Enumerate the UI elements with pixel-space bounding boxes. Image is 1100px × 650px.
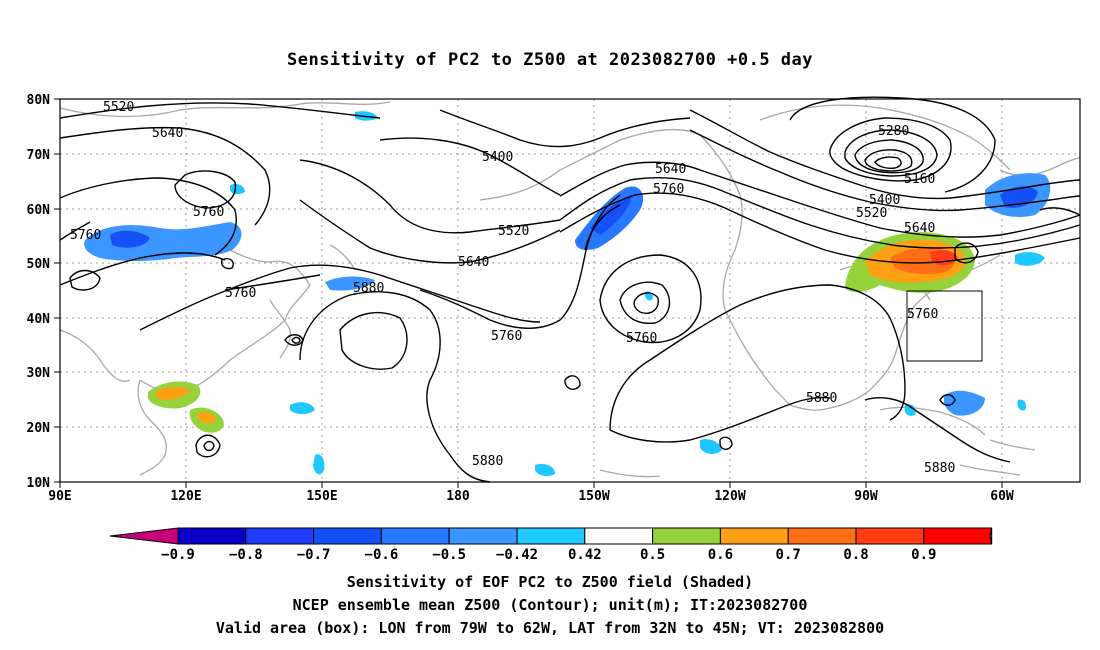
contour-label: 5640 (655, 162, 686, 177)
colorbar-label: −0.7 (297, 547, 331, 563)
colorbar-swatch (652, 527, 721, 545)
colorbar-swatch (313, 527, 382, 545)
lon-tick-label: 60W (990, 489, 1014, 504)
plot-frame (59, 98, 1081, 483)
lat-tick-label: 80N (27, 93, 51, 108)
lat-tick-label: 30N (27, 366, 51, 381)
colorbar-label: 0.7 (776, 547, 801, 563)
contour-label: 5760 (225, 286, 256, 301)
contour-label: 5880 (353, 281, 384, 296)
lat-tick-label: 60N (27, 203, 51, 218)
contour-label: 5520 (103, 100, 134, 115)
colorbar-end-low (109, 527, 179, 545)
contour-label: 5640 (458, 255, 489, 270)
colorbar-label: −0.42 (496, 547, 538, 563)
map-title: Sensitivity of PC2 to Z500 at 2023082700… (286, 50, 813, 70)
colorbar-label: −0.5 (432, 547, 466, 563)
lon-labels: 90E 120E 150E 180 150W 120W 90W 60W (48, 489, 1014, 504)
contour-label: 5760 (193, 205, 224, 220)
contour-label: 5880 (806, 391, 837, 406)
contour-label: 5760 (653, 182, 684, 197)
contour-label: 5400 (482, 150, 513, 165)
contour-label: 5640 (152, 126, 183, 141)
lon-tick-label: 150W (578, 489, 609, 504)
colorbar-end-high (989, 527, 993, 545)
colorbar-label: 0.9 (911, 547, 936, 563)
lat-tick-label: 20N (27, 421, 51, 436)
contour-label: 5880 (924, 461, 955, 476)
colorbar-swatch (380, 527, 450, 545)
contour-label: 5760 (491, 329, 522, 344)
colorbar: −0.9 −0.8 −0.7 −0.6 −0.5 −0.42 0.42 0.5 0.6 0.7 0.… (109, 527, 993, 563)
lon-tick-label: 180 (446, 489, 470, 504)
caption-line-2: NCEP ensemble mean Z500 (Contour); unit(… (292, 596, 808, 614)
tick-marks (54, 98, 1003, 488)
colorbar-label: 0.6 (708, 547, 733, 563)
colorbar-swatch (177, 527, 247, 545)
colorbar-label: −0.8 (229, 547, 263, 563)
colorbar-swatch (787, 527, 857, 545)
colorbar-label: 0.8 (843, 547, 868, 563)
caption-line-3: Valid area (box): LON from 79W to 62W, L… (215, 619, 885, 637)
lon-tick-label: 150E (306, 489, 337, 504)
lat-tick-label: 40N (27, 312, 51, 327)
lat-tick-label: 70N (27, 148, 51, 163)
sensitivity-shading (84, 111, 1051, 477)
colorbar-swatch (245, 527, 315, 545)
contour-labels: 5520 5640 5760 5760 5760 5880 5400 5520 … (70, 100, 955, 476)
graticule (60, 99, 1080, 482)
lon-tick-label: 90W (854, 489, 878, 504)
colorbar-label: −0.6 (365, 547, 399, 563)
z500-contours (59, 96, 1081, 483)
contour-label: 5760 (626, 331, 657, 346)
lat-tick-label: 10N (27, 476, 51, 491)
contour-label: 5400 (869, 193, 900, 208)
colorbar-swatch (584, 527, 654, 545)
colorbar-swatch (719, 527, 789, 545)
colorbar-swatch (516, 527, 586, 545)
colorbar-swatch (923, 527, 993, 545)
contour-label: 5280 (878, 124, 909, 139)
contour-label: 5520 (856, 206, 887, 221)
colorbar-swatch (855, 527, 925, 545)
colorbar-label: 0.42 (568, 547, 602, 563)
contour-label: 5520 (498, 224, 529, 239)
valid-area-box (906, 290, 983, 362)
contour-label: 5640 (904, 221, 935, 236)
lat-labels: 80N 70N 60N 50N 40N 30N 20N 10N (27, 93, 51, 491)
contour-label: 5760 (70, 228, 101, 243)
lon-tick-label: 120W (714, 489, 745, 504)
colorbar-label: −0.9 (161, 547, 195, 563)
contour-label: 5160 (904, 172, 935, 187)
lon-tick-label: 90E (48, 489, 71, 504)
colorbar-label: 0.5 (640, 547, 665, 563)
lat-tick-label: 50N (27, 257, 51, 272)
contour-label: 5760 (907, 307, 938, 322)
contour-label: 5880 (472, 454, 503, 469)
lon-tick-label: 120E (170, 489, 201, 504)
caption-line-1: Sensitivity of EOF PC2 to Z500 field (Sh… (346, 573, 754, 591)
colorbar-swatch (448, 527, 518, 545)
